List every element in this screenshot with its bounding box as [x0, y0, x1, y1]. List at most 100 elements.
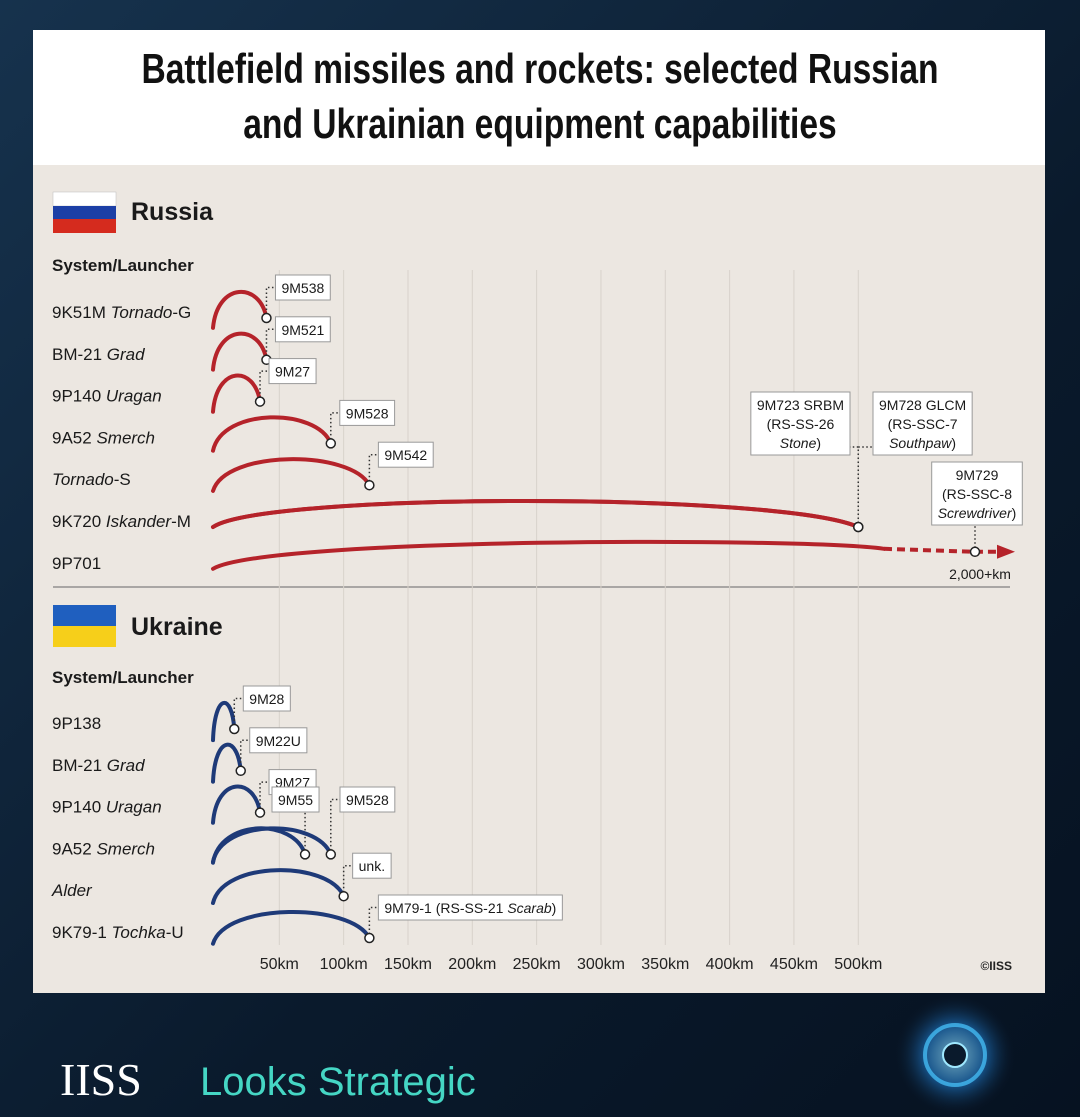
chart-title: Battlefield missiles and rockets: select… [141, 47, 938, 148]
text-part: 9K720 [52, 512, 106, 531]
text-part: BM-21 [52, 345, 107, 364]
title-box [33, 30, 1045, 165]
range-arc [211, 290, 269, 330]
text-part: -U [166, 923, 184, 942]
missile-label: 9M55 [271, 786, 320, 813]
italic-part: Grad [107, 345, 145, 364]
range-end [254, 807, 266, 818]
label-line: 9M22U [256, 733, 301, 749]
italic-part: Iskander [106, 512, 173, 531]
text-part: 9M55 [278, 792, 313, 808]
text-part: (RS-SSC-7 [888, 416, 958, 432]
label-line: 9M28 [249, 691, 284, 707]
x-tick-label: 100km [320, 956, 368, 973]
label-line: 9M55 [278, 792, 313, 808]
range-end [325, 849, 337, 860]
label-box [377, 441, 434, 468]
label-line: Stone) [780, 435, 821, 451]
group-name: Ukraine [131, 613, 223, 641]
italic-part: Uragan [106, 798, 162, 817]
italic-part: Stone [780, 435, 817, 451]
text-part: 9M79-1 (RS-SS-21 [384, 900, 507, 916]
label-box [750, 391, 851, 456]
launcher-label: 9P140 Uragan [52, 387, 162, 406]
range-arc [211, 700, 237, 743]
text-part: ) [951, 435, 956, 451]
text-part: 9M538 [281, 280, 324, 296]
text-part: 9K51M [52, 303, 111, 322]
text-part: 9M528 [346, 405, 389, 421]
text-part: 9P138 [52, 714, 101, 733]
label-box [249, 727, 308, 754]
group-name: Russia [131, 198, 214, 226]
text-part: unk. [359, 858, 385, 874]
range-end [364, 479, 375, 491]
label-line: unk. [359, 858, 385, 874]
missile-label: 9M528 [339, 786, 396, 813]
range-arc [211, 457, 372, 493]
range-arc [211, 826, 333, 864]
text-part: -S [114, 470, 131, 489]
label-box [377, 894, 563, 921]
leader-line [368, 453, 379, 482]
text-part: (RS-SS-26 [767, 416, 835, 432]
italic-part: Smerch [96, 839, 155, 858]
decoration [895, 995, 1015, 1115]
missile-label: 9M28 [242, 685, 291, 712]
text-part: 9M728 GLCM [879, 397, 966, 413]
x-tick-label: 400km [706, 956, 754, 973]
range-arc [211, 539, 886, 571]
russia-flag [52, 191, 117, 233]
label-line: 9M79-1 (RS-SS-21 Scarab) [384, 900, 556, 916]
missile-label: unk. [352, 852, 392, 879]
logo: IISS [60, 1054, 142, 1105]
launcher-label: 9P701 [52, 554, 101, 573]
launcher-label: 9A52 Smerch [52, 839, 155, 858]
missile-label: 9M542 [377, 441, 434, 468]
missile-label: 9M27 [268, 358, 317, 385]
text-part: 9M521 [281, 322, 324, 338]
text-part: -G [172, 303, 191, 322]
range-arc [211, 373, 263, 414]
label-line: 9M542 [384, 447, 427, 463]
launcher-label: BM-21 Grad [52, 756, 145, 775]
label-line: 9M728 GLCM [879, 397, 966, 413]
x-tick-label: 250km [513, 956, 561, 973]
leader-line [259, 781, 270, 809]
range-arc [211, 415, 333, 453]
leader-line [265, 328, 276, 356]
missile-label: 9M538 [274, 274, 331, 301]
leader-line [330, 798, 340, 851]
label-line: 9M27 [275, 364, 310, 380]
label-box [339, 399, 396, 426]
italic-part: Tornado [111, 303, 173, 322]
leader-line [265, 286, 276, 314]
italic-part: Southpaw [889, 435, 952, 451]
text-part: -M [171, 512, 191, 531]
label-box [339, 786, 396, 813]
launcher-label: 9K720 Iskander-M [52, 512, 191, 531]
label-box [268, 358, 317, 385]
chart-panel [33, 165, 1045, 993]
range-arc [211, 742, 243, 784]
label-line: 9M723 SRBM [757, 397, 844, 413]
x-tick-label: 200km [448, 956, 496, 973]
label-box [274, 316, 331, 343]
missile-label: 9M723 SRBM (RS-SS-26 Stone) [750, 391, 851, 456]
launcher-label: BM-21 Grad [52, 345, 145, 364]
label-line: Southpaw) [889, 435, 956, 451]
launcher-label: 9A52 Smerch [52, 428, 155, 447]
text-part: 9P140 [52, 798, 106, 817]
label-line: (RS-SS-26 [767, 416, 835, 432]
label-box [242, 685, 291, 712]
missile-label: 9M79-1 (RS-SS-21 Scarab) [377, 894, 563, 921]
italic-part: Grad [107, 756, 145, 775]
range-end [254, 396, 266, 407]
text-part: 9M28 [249, 691, 284, 707]
axis-label: System/Launcher [52, 668, 194, 687]
text-part: ) [816, 435, 821, 451]
missile-label: 9M728 GLCM (RS-SSC-7 Southpaw) [872, 391, 973, 456]
italic-part: Tochka [112, 923, 166, 942]
